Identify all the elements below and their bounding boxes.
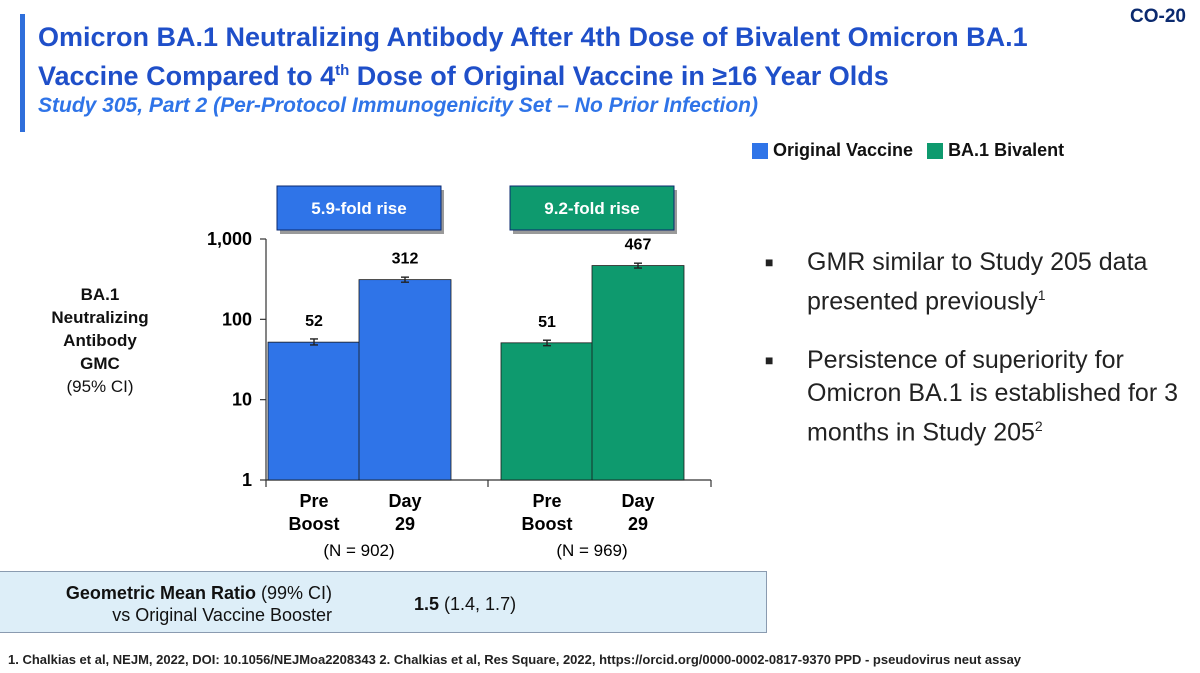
legend-label-original: Original Vaccine xyxy=(773,140,914,160)
y-tick-label: 1 xyxy=(242,470,252,490)
y-tick-label: 1,000 xyxy=(207,229,252,249)
y-axis-label-line-5: (95% CI) xyxy=(66,377,134,396)
x-category-label-line-2: Boost xyxy=(289,514,340,534)
y-axis-label: BA.1 Neutralizing Antibody GMC (95% CI) xyxy=(20,283,180,398)
data-label: 52 xyxy=(305,313,323,330)
x-category-label-line-1: Pre xyxy=(532,491,561,511)
fold-label: 5.9-fold rise xyxy=(311,199,406,218)
title-line-2-b: Dose of Original Vaccine in ≥16 Year Old… xyxy=(349,61,889,91)
gmr-label-ci: (99% CI) xyxy=(255,583,332,603)
bullet-2: ■ Persistence of superiority for Omicron… xyxy=(765,344,1185,449)
x-category-label-line-1: Day xyxy=(388,491,421,511)
x-category-label-line-1: Day xyxy=(621,491,654,511)
gmr-label-line-1: Geometric Mean Ratio (99% CI) xyxy=(20,582,332,604)
bar xyxy=(267,341,361,481)
y-axis-label-line-1: BA.1 xyxy=(80,285,120,304)
legend-swatch-bivalent xyxy=(927,142,944,159)
slide-code: CO-20 xyxy=(1130,6,1186,27)
title-line-2: Vaccine Compared to 4th Dose of Original… xyxy=(38,54,1158,93)
x-category-label-line-1: Pre xyxy=(299,491,328,511)
bullet-2-text: Persistence of superiority for Omicron B… xyxy=(807,346,1178,447)
group-n-label: (N = 969) xyxy=(556,541,627,560)
bullet-2-marker: ■ xyxy=(765,352,774,369)
bullet-1-marker: ■ xyxy=(765,254,774,270)
y-tick-label: 10 xyxy=(232,390,252,410)
data-label: 51 xyxy=(538,314,556,331)
group-n-label: (N = 902) xyxy=(323,541,394,560)
gmr-label-line-2: vs Original Vaccine Booster xyxy=(112,605,332,625)
x-category-label-line-2: 29 xyxy=(395,514,415,534)
bar xyxy=(358,279,452,481)
gmr-value: 1.5 (1.4, 1.7) xyxy=(414,594,516,615)
bullet-1-text: GMR similar to Study 205 data presented … xyxy=(807,248,1148,316)
gmr-value-ci: (1.4, 1.7) xyxy=(439,594,517,614)
title-line-2-sup: th xyxy=(335,62,350,79)
data-label: 312 xyxy=(392,251,419,268)
gmr-label: Geometric Mean Ratio (99% CI) vs Origina… xyxy=(20,582,332,626)
y-axis-label-line-2: Neutralizing xyxy=(51,308,149,327)
footnote: 1. Chalkias et al, NEJM, 2022, DOI: 10.1… xyxy=(8,652,1022,667)
bullet-list: ■ GMR similar to Study 205 data presente… xyxy=(765,246,1185,476)
legend-item-original: Original Vaccine xyxy=(752,140,913,161)
legend-item-bivalent: BA.1 Bivalent xyxy=(927,140,1064,161)
legend-label-bivalent: BA.1 Bivalent xyxy=(948,140,1065,160)
title-line-2-a: Vaccine Compared to 4 xyxy=(38,61,336,91)
gmr-box xyxy=(0,571,767,633)
fold-label: 9.2-fold rise xyxy=(544,199,639,218)
x-category-label-line-2: 29 xyxy=(628,514,648,534)
bar-chart: 1 10 100 1,000 5.9-fold rise 52 Pre Boost 312 Day… xyxy=(207,185,712,560)
gmr-label-bold: Geometric Mean Ratio xyxy=(65,583,256,603)
x-category-label-line-2: Boost xyxy=(522,514,573,534)
y-tick-label: 100 xyxy=(222,309,252,329)
chart-legend: Original Vaccine BA.1 Bivalent xyxy=(752,140,1078,161)
bullet-1-body: GMR similar to Study 205 data presented … xyxy=(807,246,1185,318)
title-accent-bar xyxy=(20,14,25,132)
legend-swatch-original xyxy=(752,142,768,159)
bar xyxy=(591,265,685,481)
bullet-1: ■ GMR similar to Study 205 data presente… xyxy=(765,246,1185,318)
slide-title: Omicron BA.1 Neutralizing Antibody After… xyxy=(38,20,1158,93)
slide-subtitle: Study 305, Part 2 (Per-Protocol Immunoge… xyxy=(38,94,758,117)
y-axis-label-line-3: Antibody xyxy=(63,331,137,350)
gmr-value-bold: 1.5 xyxy=(414,594,440,614)
y-axis-label-line-4: GMC xyxy=(80,354,120,373)
bullet-2-body: Persistence of superiority for Omicron B… xyxy=(807,344,1185,449)
fold-box xyxy=(276,185,442,231)
data-label: 467 xyxy=(625,237,652,254)
fold-box xyxy=(509,185,675,231)
title-line-1: Omicron BA.1 Neutralizing Antibody After… xyxy=(38,22,1028,52)
bar xyxy=(500,342,594,481)
bullet-1-ref: 1 xyxy=(1037,287,1046,303)
bullet-2-ref: 2 xyxy=(1034,418,1043,435)
